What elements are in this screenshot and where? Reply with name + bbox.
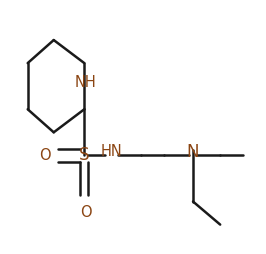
Text: S: S xyxy=(79,146,90,164)
Text: NH: NH xyxy=(74,75,96,90)
Text: N: N xyxy=(187,143,199,161)
Text: HN: HN xyxy=(101,144,122,159)
Text: O: O xyxy=(80,205,91,220)
Text: O: O xyxy=(39,148,51,163)
